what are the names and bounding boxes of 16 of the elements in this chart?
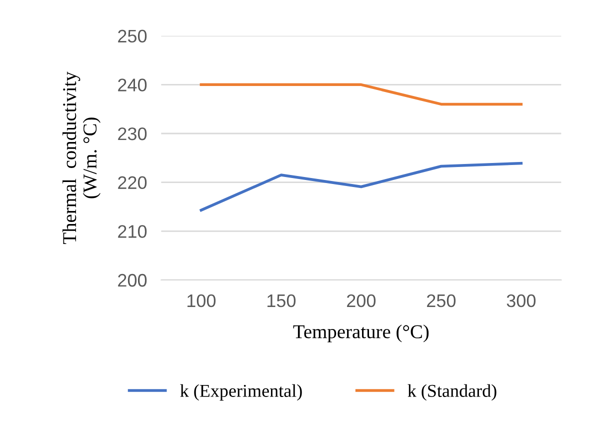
x-tick-label: 100 — [188, 294, 216, 308]
legend-label: k (Standard) — [408, 384, 496, 401]
y-tick-label: 220 — [118, 176, 147, 190]
x-tick-label: 300 — [506, 294, 536, 308]
y-tick-label: 240 — [118, 78, 147, 92]
x-tick-label: 150 — [268, 294, 296, 308]
y-axis-title: Thermal conductivity (W/m. °C) — [62, 72, 101, 244]
x-tick-label: 200 — [347, 294, 376, 308]
x-axis-title: Temperature (°C) — [293, 324, 429, 342]
y-tick-label: 200 — [118, 274, 147, 287]
line-series — [200, 162, 523, 212]
legend-label: k (Experimental) — [180, 384, 302, 401]
y-tick-label: 210 — [118, 225, 147, 238]
y-tick-label: 250 — [118, 30, 147, 43]
y-tick-label: 230 — [118, 127, 147, 140]
x-tick-label: 250 — [427, 294, 456, 308]
